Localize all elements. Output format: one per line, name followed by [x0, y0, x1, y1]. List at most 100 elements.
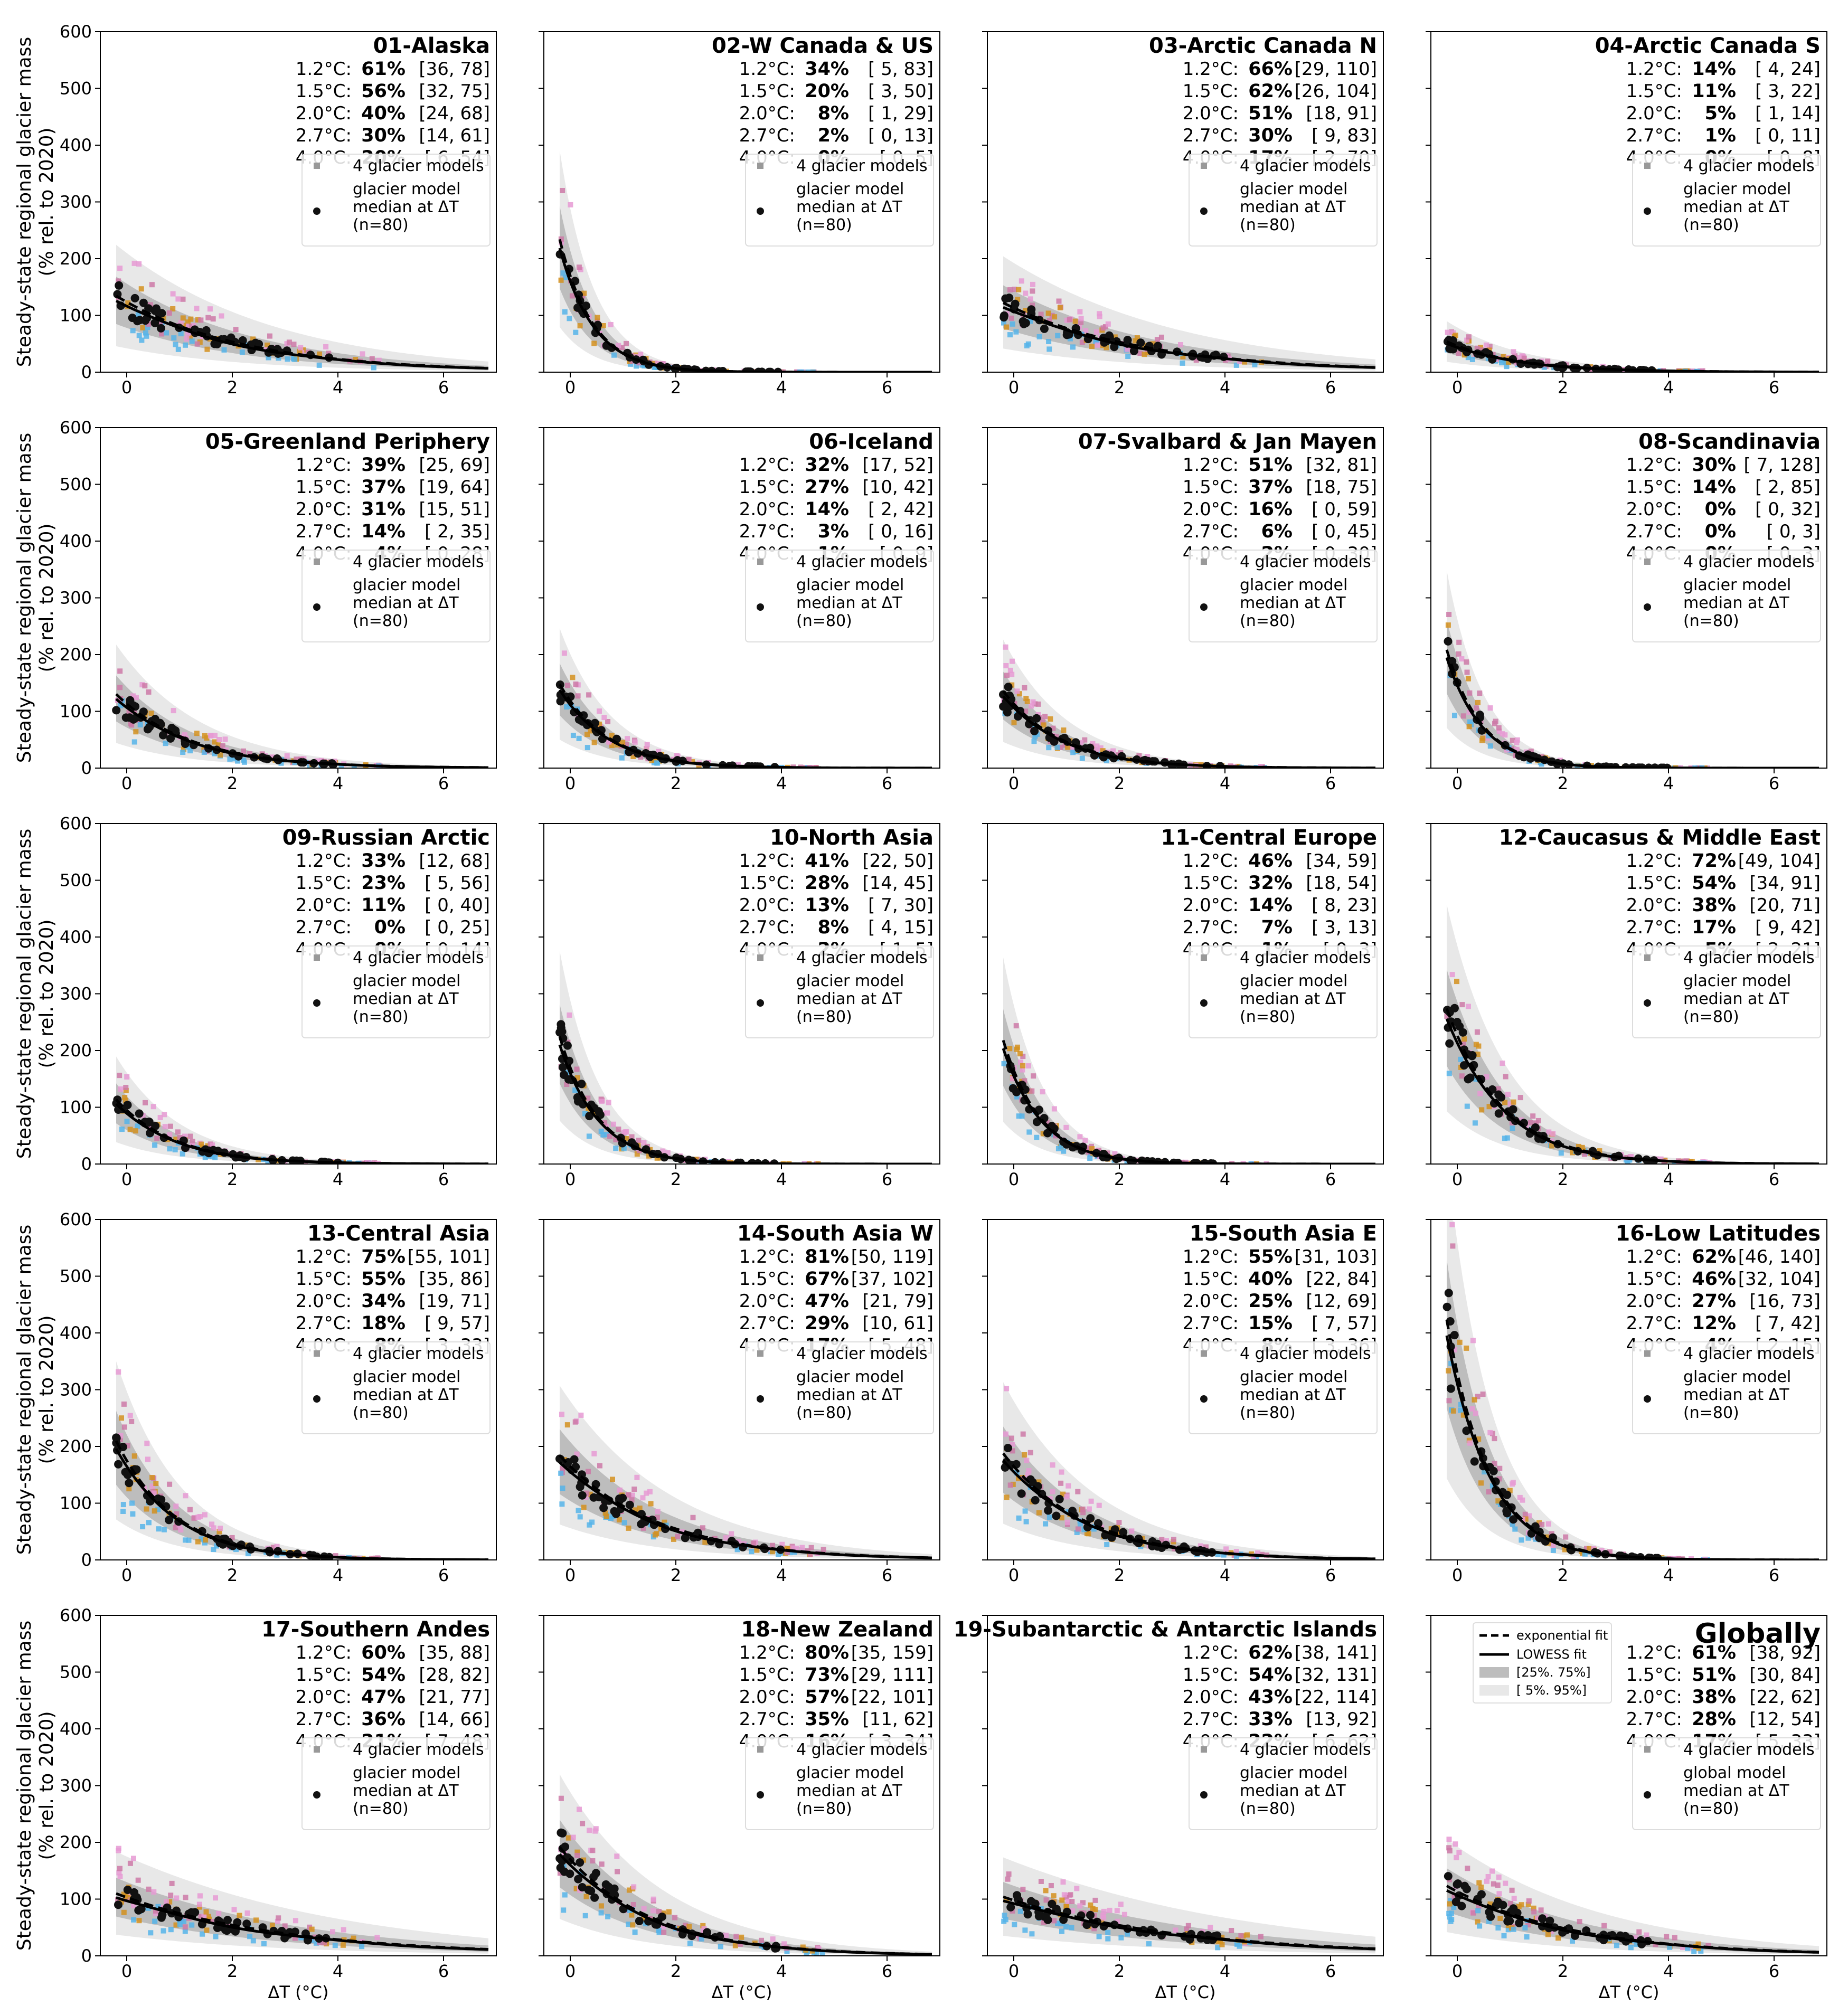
model-point — [197, 1893, 203, 1899]
plot-area — [555, 628, 932, 768]
model-point — [570, 1834, 576, 1840]
stat-range: [46, 140] — [1738, 1246, 1821, 1267]
model-point — [1020, 1054, 1026, 1059]
stat-percent: 13% — [805, 895, 849, 916]
legend-models-label: 4 glacier models — [796, 1740, 928, 1759]
model-point — [202, 1155, 208, 1160]
legend-models-label: 4 glacier models — [1240, 949, 1371, 967]
legend-median-line3: (n=80) — [353, 1008, 409, 1026]
model-point — [359, 1944, 365, 1950]
model-point — [561, 1907, 567, 1913]
model-point — [1525, 1535, 1531, 1541]
model-point — [1100, 748, 1106, 754]
stat-range: [22, 62] — [1749, 1687, 1821, 1708]
stat-warming-level: 1.2°C: — [296, 59, 352, 80]
stat-warming-level: 2.0°C: — [1626, 499, 1682, 520]
model-point — [143, 330, 148, 336]
median-point — [615, 1494, 624, 1503]
x-tick-label: 6 — [1325, 773, 1336, 793]
model-point — [1019, 1113, 1025, 1119]
plot-area — [114, 1846, 489, 1954]
median-point — [1444, 1289, 1453, 1298]
model-point — [1479, 1107, 1485, 1113]
model-point — [1628, 1945, 1634, 1951]
stat-percent: 62% — [1248, 1642, 1293, 1663]
median-point — [1048, 1899, 1057, 1908]
model-point — [191, 1515, 197, 1521]
model-point — [1698, 1948, 1704, 1954]
y-axis — [539, 823, 544, 1165]
median-point — [681, 1534, 690, 1543]
model-point — [133, 1128, 138, 1134]
model-point — [1082, 1138, 1088, 1143]
y-tick-label: 500 — [60, 79, 92, 99]
stat-percent: 33% — [361, 850, 406, 872]
x-tick-label: 6 — [1325, 1565, 1336, 1585]
y-axis — [539, 427, 544, 769]
model-point — [173, 342, 178, 347]
model-point — [1497, 1916, 1503, 1921]
x-tick-label: 2 — [671, 1169, 681, 1189]
median-point — [1450, 1004, 1459, 1013]
model-point — [1519, 1902, 1524, 1908]
model-point — [1105, 1936, 1111, 1942]
model-point — [584, 745, 590, 751]
median-point — [556, 1863, 565, 1872]
model-point — [642, 363, 647, 368]
stat-percent: 1% — [1705, 125, 1736, 146]
model-point — [1040, 1089, 1045, 1095]
model-point — [1233, 1549, 1239, 1554]
median-point — [1000, 313, 1008, 322]
legend-model-marker — [314, 954, 320, 961]
model-point — [558, 1795, 564, 1801]
model-point — [1496, 725, 1502, 731]
model-point — [322, 1940, 327, 1946]
stat-warming-level: 2.7°C: — [1626, 521, 1682, 542]
model-point — [330, 1929, 335, 1935]
model-point — [1489, 1483, 1495, 1489]
model-point — [162, 1124, 168, 1130]
model-point — [1016, 1475, 1021, 1481]
model-point — [587, 1491, 593, 1497]
legend-median-line2: median at ΔT — [1240, 594, 1346, 612]
model-point — [646, 1153, 652, 1159]
model-point — [1055, 1920, 1061, 1926]
model-point — [769, 1549, 775, 1555]
model-point — [129, 1500, 135, 1506]
model-point — [1449, 972, 1455, 978]
model-point — [1584, 1546, 1589, 1551]
model-point — [586, 1469, 591, 1474]
model-point — [167, 1123, 173, 1129]
model-point — [212, 739, 218, 745]
model-point — [605, 1110, 610, 1116]
legend-median-line1: glacier model — [796, 1368, 904, 1386]
legend-median-line1: glacier model — [1240, 972, 1347, 990]
model-point — [1546, 1129, 1552, 1135]
model-point — [162, 1112, 167, 1118]
stat-range: [29, 111] — [851, 1664, 934, 1686]
median-point — [576, 1482, 584, 1491]
model-point — [1570, 1150, 1575, 1156]
median-point — [159, 731, 167, 740]
stat-warming-level: 1.2°C: — [1626, 59, 1682, 80]
stat-range: [ 4, 24] — [1755, 59, 1821, 80]
model-point — [562, 275, 568, 280]
median-point — [607, 1885, 616, 1894]
legend-median-line1: glacier model — [796, 180, 904, 198]
model-point — [1010, 1442, 1015, 1447]
model-point — [607, 1133, 613, 1139]
legend-median-line2: median at ΔT — [796, 1386, 902, 1404]
stat-percent: 30% — [1692, 455, 1736, 476]
panel-title: 14-South Asia W — [737, 1222, 934, 1246]
model-point — [1019, 278, 1024, 284]
model-point — [597, 721, 602, 727]
model-point — [369, 356, 375, 362]
model-point — [1538, 1907, 1544, 1913]
model-point — [190, 1139, 195, 1144]
